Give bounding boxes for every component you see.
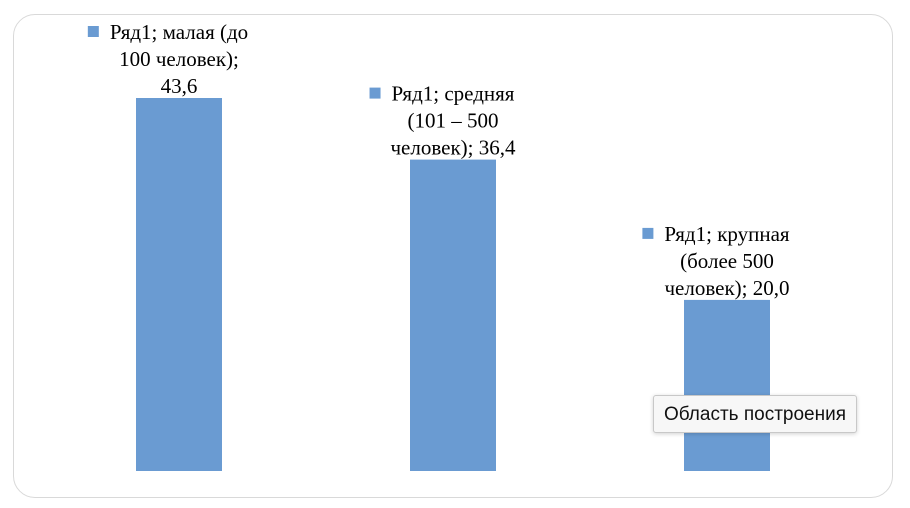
data-label-1-line-1: Ряд1; малая (до bbox=[110, 20, 248, 44]
data-label-3-line-3: человек); 20,0 bbox=[664, 276, 789, 300]
legend-key-1 bbox=[87, 26, 99, 37]
data-label-2: Ряд1; средняя (101 – 500 человек); 36,4 bbox=[369, 82, 516, 160]
legend-key-3 bbox=[642, 227, 654, 239]
data-label-1: Ряд1; малая (до 100 человек); 43,6 bbox=[87, 20, 248, 98]
data-label-3-line-2: (более 500 bbox=[680, 249, 774, 273]
data-labels-layer: Ряд1; малая (до 100 человек); 43,6 Ряд1; ср… bbox=[87, 20, 790, 300]
data-label-1-line-3: 43,6 bbox=[161, 74, 198, 98]
data-label-3: Ряд1; крупная (более 500 человек); 20,0 bbox=[642, 222, 790, 300]
data-label-2-line-3: человек); 36,4 bbox=[390, 136, 516, 160]
data-label-2-line-2: (101 – 500 bbox=[408, 109, 499, 133]
bar-3[interactable] bbox=[684, 299, 770, 471]
data-label-1-line-2: 100 человек); bbox=[119, 47, 239, 71]
bar-1[interactable] bbox=[136, 98, 222, 471]
data-label-2-line-1: Ряд1; средняя bbox=[392, 82, 515, 106]
data-label-3-line-1: Ряд1; крупная bbox=[664, 222, 790, 246]
bars-layer bbox=[136, 98, 770, 472]
plot-area-tooltip: Область построения bbox=[653, 395, 857, 433]
bar-2[interactable] bbox=[410, 159, 496, 472]
legend-key-2 bbox=[369, 87, 381, 99]
